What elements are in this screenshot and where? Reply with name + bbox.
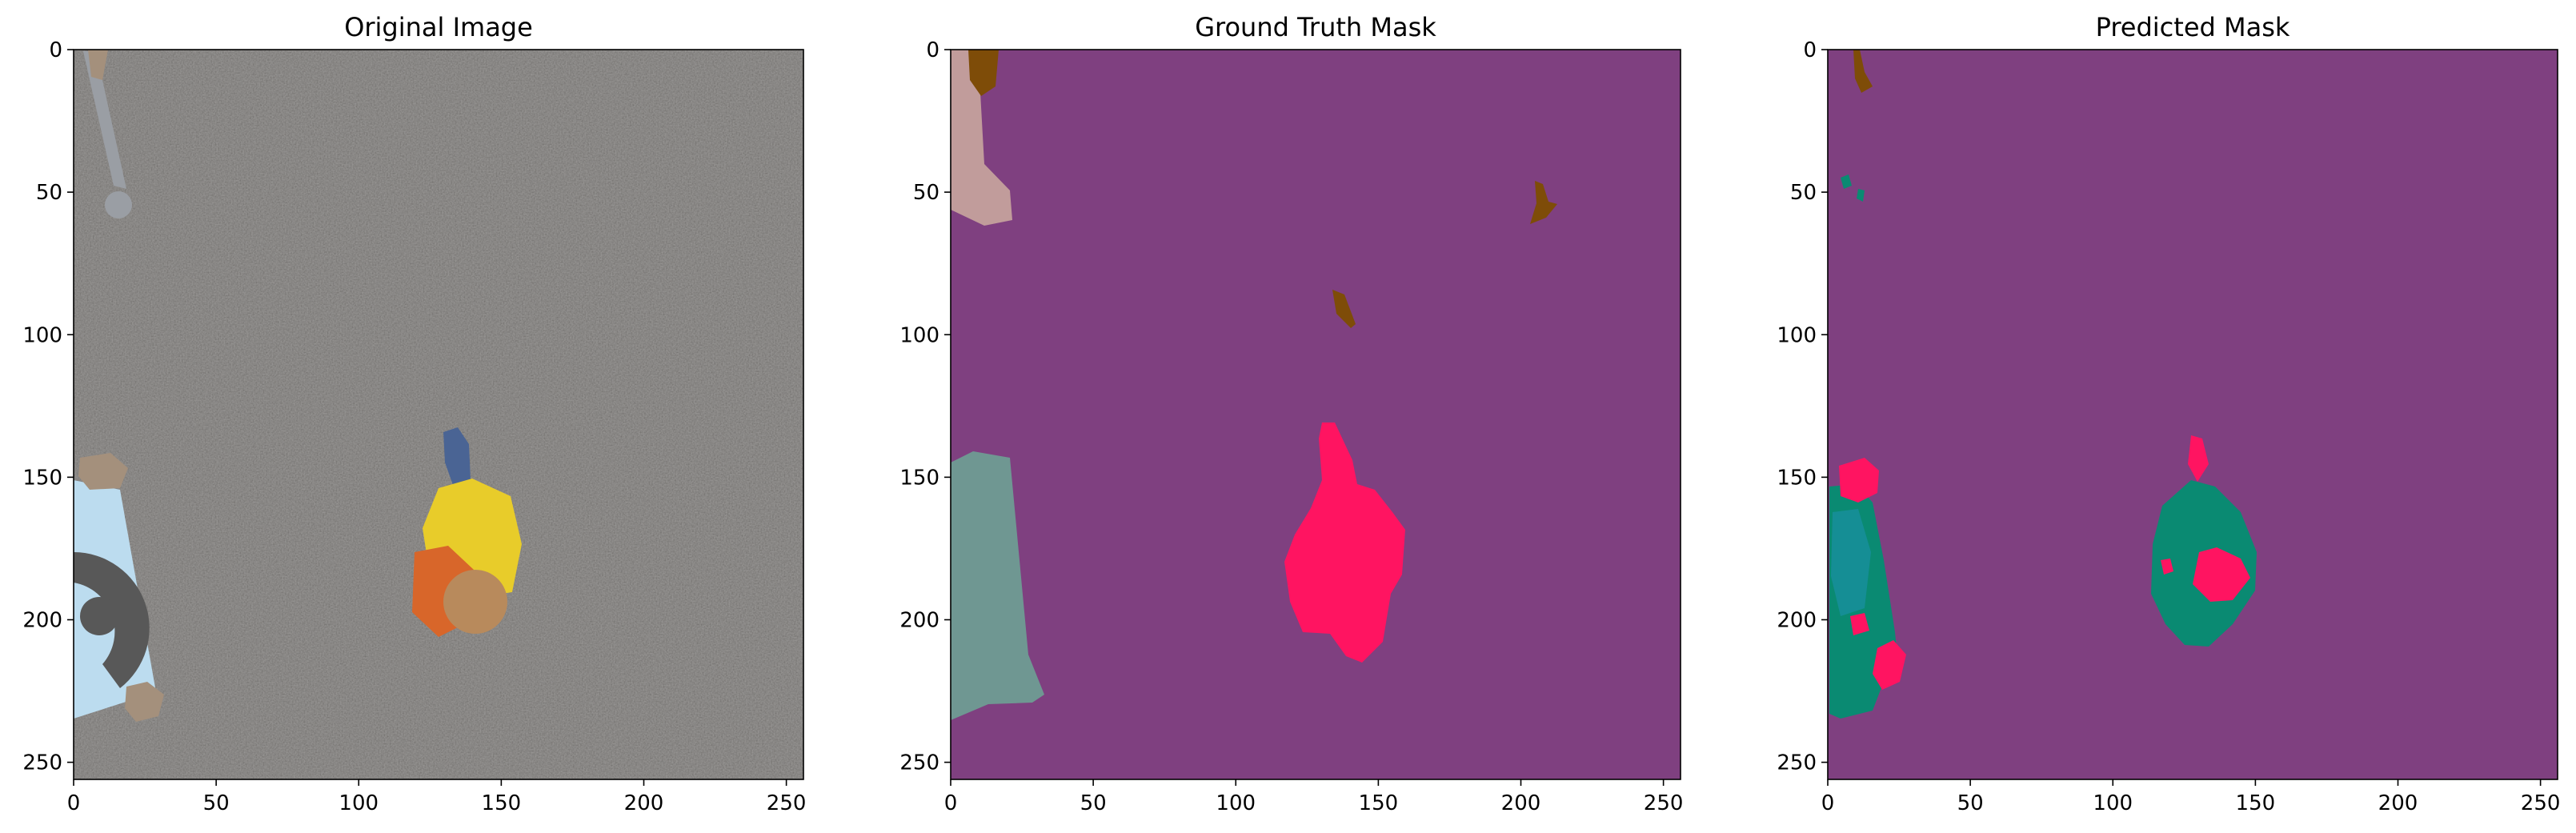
mask-brown-object <box>968 50 999 96</box>
x-tick-label: 0 <box>944 791 958 815</box>
y-tick-label: 0 <box>1803 38 1817 62</box>
asphalt-texture <box>74 50 803 779</box>
x-tick-label: 200 <box>2378 791 2418 815</box>
plot-area <box>74 50 803 779</box>
y-tick-label: 250 <box>22 751 62 775</box>
mask-person-right <box>2188 435 2209 482</box>
x-tick-label: 150 <box>1359 791 1399 815</box>
panel-title: Ground Truth Mask <box>1195 12 1436 42</box>
x-tick-label: 100 <box>2093 791 2133 815</box>
marker-ring <box>74 552 150 688</box>
x-tick-label: 150 <box>2236 791 2276 815</box>
y-tick-label: 150 <box>899 466 939 490</box>
x-tick-label: 150 <box>482 791 522 815</box>
mask-marker <box>951 451 1044 720</box>
panel-ground-truth: Ground Truth Mask <box>951 12 1681 779</box>
mask-tan-object <box>951 50 1012 226</box>
mask-person-left <box>1873 640 1906 690</box>
y-tick-label: 200 <box>1777 609 1817 633</box>
y-tick-label: 200 <box>899 609 939 633</box>
mask-brown-object <box>1332 290 1356 328</box>
x-tick-label: 50 <box>203 791 230 815</box>
plot-area <box>951 50 1681 779</box>
axes-frame <box>950 49 1681 780</box>
x-tick-label: 0 <box>67 791 81 815</box>
y-tick-label: 50 <box>913 181 939 205</box>
panel-predicted: Predicted Mask <box>1828 12 2558 779</box>
marker-center <box>80 597 118 635</box>
y-tick-label: 150 <box>1777 466 1817 490</box>
x-tick-label: 250 <box>1644 791 1684 815</box>
plot-area <box>1828 50 2558 779</box>
y-tick-label: 50 <box>1790 181 1817 205</box>
y-tick-label: 0 <box>926 38 939 62</box>
person-head <box>443 570 507 634</box>
x-tick-label: 200 <box>624 791 664 815</box>
axes-frame <box>1827 49 2558 780</box>
y-tick-label: 100 <box>22 323 62 347</box>
mask-background <box>1828 50 2558 779</box>
mask-person-right <box>2161 559 2173 575</box>
y-tick-label: 150 <box>22 466 62 490</box>
mask-background <box>951 50 1681 779</box>
y-tick-label: 50 <box>36 181 62 205</box>
y-tick-label: 100 <box>899 323 939 347</box>
y-tick-label: 250 <box>899 751 939 775</box>
x-tick-label: 100 <box>1216 791 1256 815</box>
mask-person-left <box>1850 613 1869 635</box>
x-tick-label: 250 <box>767 791 807 815</box>
y-tick-label: 250 <box>1777 751 1817 775</box>
y-tick-label: 100 <box>1777 323 1817 347</box>
mask-cyan-region <box>1831 509 1871 616</box>
brown-object <box>88 50 108 80</box>
x-tick-label: 250 <box>2521 791 2561 815</box>
panel-title: Original Image <box>344 12 533 42</box>
panel-title: Predicted Mask <box>2096 12 2290 42</box>
pole <box>83 51 126 189</box>
mask-brown-object <box>1853 50 1873 93</box>
y-tick-label: 0 <box>49 38 62 62</box>
x-tick-label: 200 <box>1501 791 1541 815</box>
pole-base <box>105 191 132 218</box>
rock <box>78 453 128 490</box>
panel-original: Original Image <box>74 12 803 779</box>
axes-frame <box>73 49 804 780</box>
x-tick-label: 100 <box>339 791 379 815</box>
x-tick-label: 50 <box>1080 791 1107 815</box>
mask-teal-spot <box>1857 189 1865 202</box>
mask-teal-spot <box>1841 174 1852 189</box>
rock <box>125 682 164 722</box>
mask-brown-object <box>1530 181 1557 224</box>
mask-person <box>1284 423 1405 663</box>
x-tick-label: 0 <box>1821 791 1835 815</box>
mask-person-left <box>1839 458 1879 503</box>
mask-person-right <box>2193 547 2250 602</box>
person-legs <box>443 427 471 485</box>
x-tick-label: 50 <box>1957 791 1984 815</box>
y-tick-label: 200 <box>22 609 62 633</box>
